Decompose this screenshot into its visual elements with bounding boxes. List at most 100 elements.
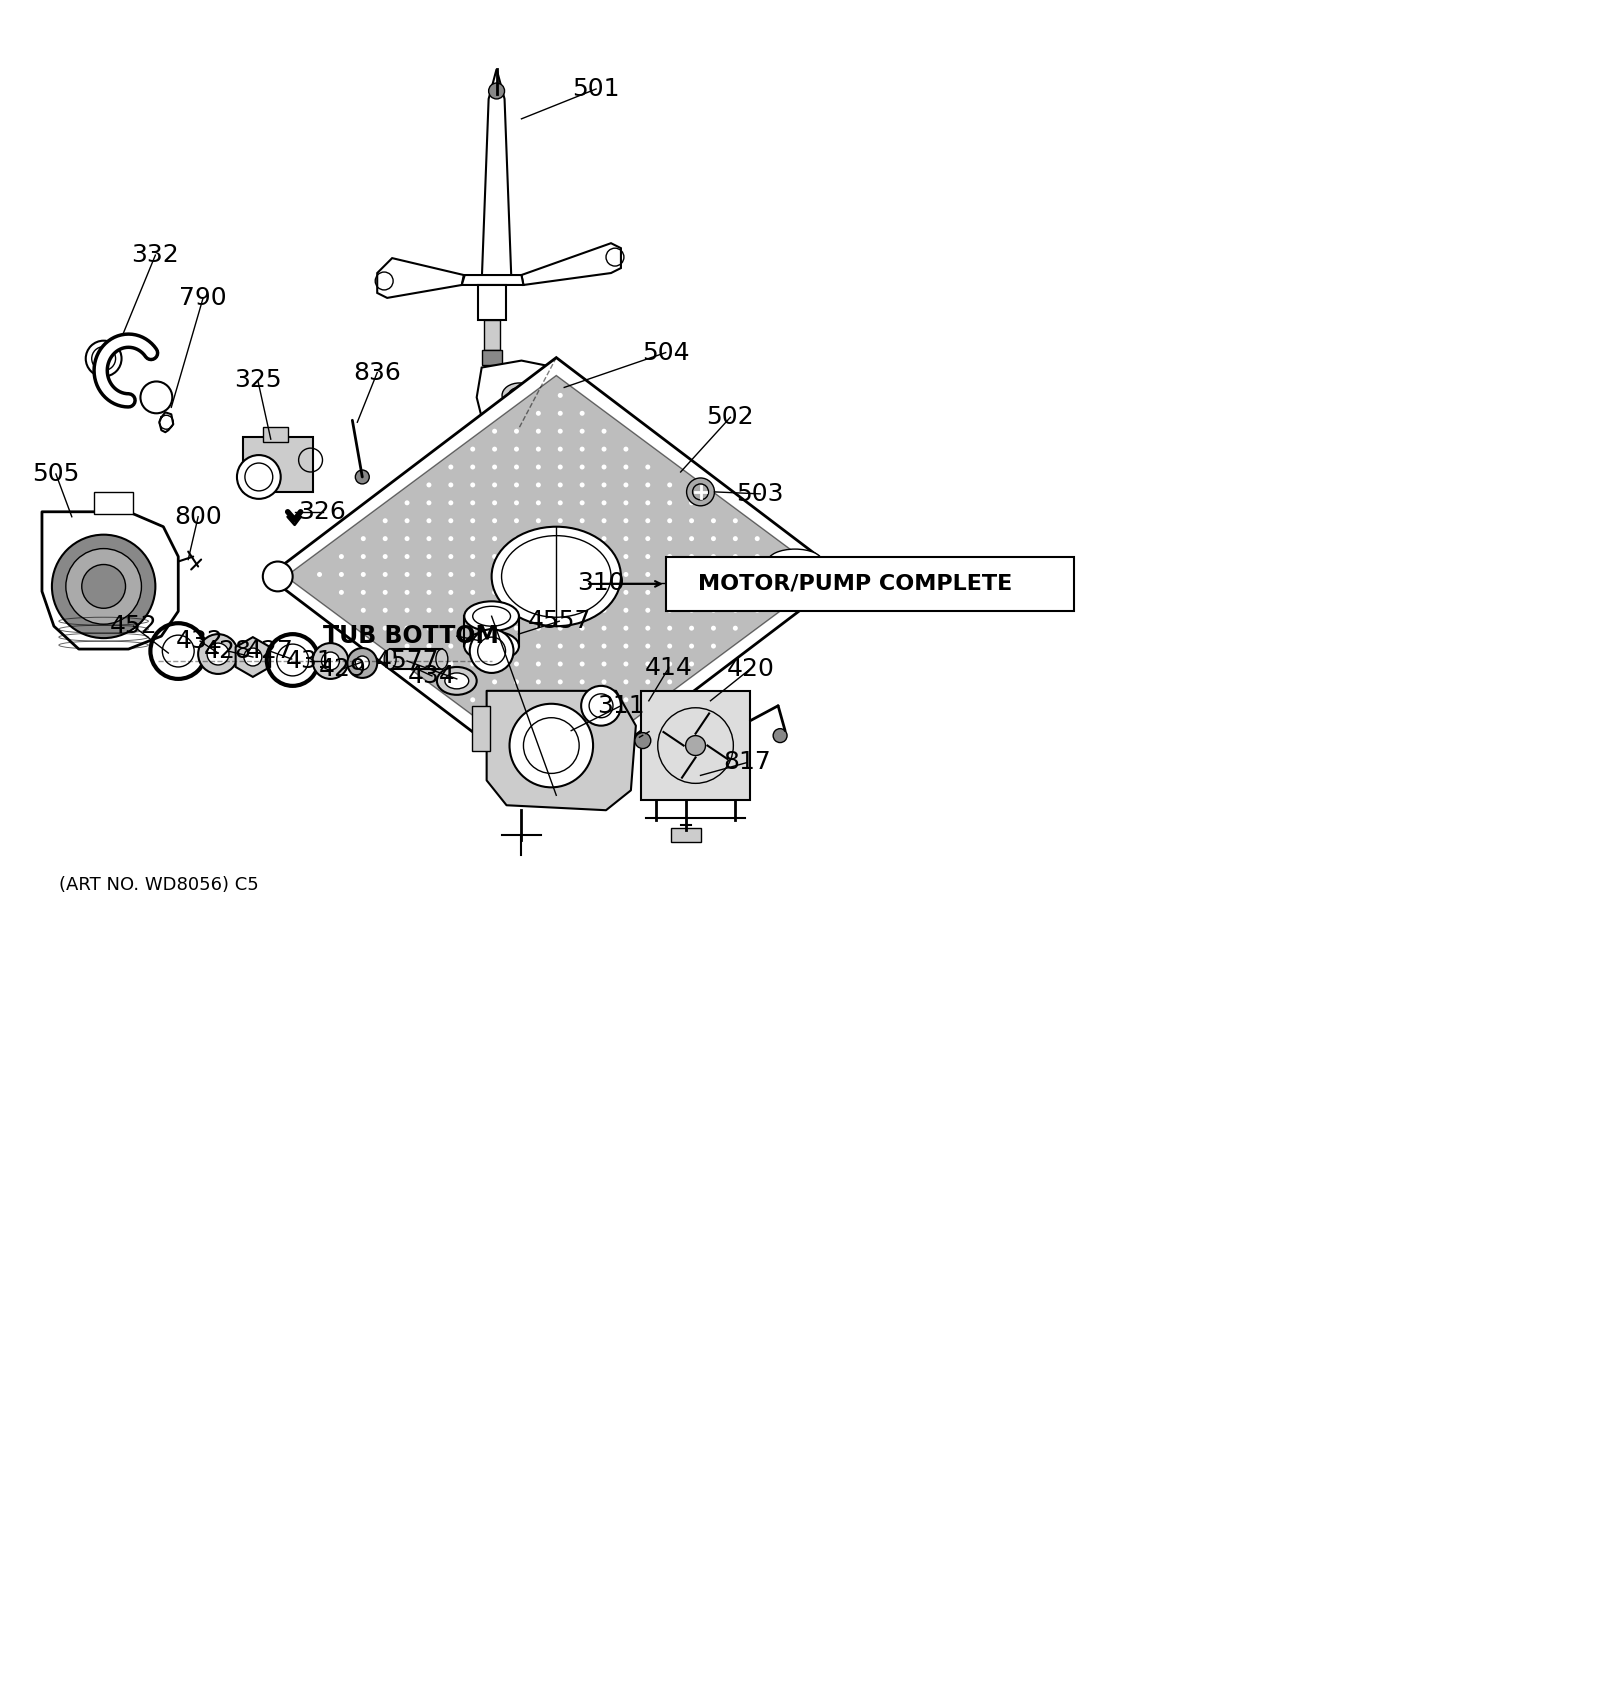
Circle shape (645, 626, 650, 631)
Circle shape (667, 483, 672, 488)
Circle shape (536, 447, 541, 452)
Text: 4557: 4557 (528, 609, 590, 633)
Circle shape (360, 571, 366, 576)
Circle shape (536, 518, 541, 523)
Circle shape (690, 518, 694, 523)
Circle shape (427, 662, 432, 667)
Circle shape (733, 535, 738, 540)
Circle shape (710, 518, 715, 523)
Circle shape (579, 697, 584, 702)
Circle shape (710, 535, 715, 540)
Polygon shape (235, 638, 270, 677)
Circle shape (360, 607, 366, 612)
Circle shape (579, 714, 584, 720)
Circle shape (558, 697, 563, 702)
Circle shape (645, 571, 650, 576)
Circle shape (558, 571, 563, 576)
Bar (482, 350, 501, 365)
Circle shape (579, 626, 584, 631)
Circle shape (755, 590, 760, 595)
Circle shape (355, 471, 370, 484)
Circle shape (493, 643, 498, 648)
Circle shape (602, 626, 606, 631)
Text: 311: 311 (597, 694, 645, 718)
Circle shape (579, 662, 584, 667)
Ellipse shape (435, 650, 448, 668)
Circle shape (536, 733, 541, 738)
Ellipse shape (445, 673, 469, 689)
Circle shape (579, 535, 584, 540)
Polygon shape (42, 512, 178, 650)
Circle shape (733, 571, 738, 576)
Polygon shape (267, 358, 845, 795)
Circle shape (536, 643, 541, 648)
Circle shape (427, 626, 432, 631)
Text: 502: 502 (707, 406, 754, 430)
Circle shape (514, 590, 518, 595)
Text: 505: 505 (32, 462, 80, 486)
Circle shape (405, 571, 410, 576)
Circle shape (536, 535, 541, 540)
Circle shape (602, 571, 606, 576)
Polygon shape (462, 275, 523, 285)
Circle shape (558, 714, 563, 720)
Circle shape (448, 500, 453, 505)
Circle shape (645, 554, 650, 559)
Circle shape (237, 455, 280, 500)
Ellipse shape (464, 631, 518, 662)
Circle shape (470, 571, 475, 576)
Circle shape (733, 554, 738, 559)
Circle shape (470, 590, 475, 595)
Circle shape (624, 643, 629, 648)
Bar (483, 321, 499, 350)
Circle shape (579, 500, 584, 505)
Circle shape (514, 464, 518, 469)
Circle shape (514, 447, 518, 452)
Circle shape (602, 483, 606, 488)
Circle shape (514, 571, 518, 576)
Circle shape (602, 535, 606, 540)
Circle shape (579, 518, 584, 523)
Circle shape (733, 626, 738, 631)
Circle shape (710, 571, 715, 576)
Circle shape (427, 518, 432, 523)
Circle shape (776, 590, 781, 595)
Circle shape (262, 561, 293, 592)
Text: 429: 429 (318, 656, 366, 680)
Circle shape (382, 626, 387, 631)
Circle shape (493, 518, 498, 523)
Circle shape (558, 428, 563, 433)
Bar (390, 650, 442, 668)
Circle shape (317, 571, 322, 576)
Circle shape (470, 483, 475, 488)
Circle shape (645, 679, 650, 684)
Circle shape (382, 607, 387, 612)
Circle shape (448, 483, 453, 488)
Circle shape (624, 500, 629, 505)
Circle shape (405, 535, 410, 540)
Text: 503: 503 (736, 483, 784, 506)
Circle shape (710, 554, 715, 559)
Circle shape (493, 590, 498, 595)
Circle shape (405, 626, 410, 631)
Circle shape (493, 679, 498, 684)
Circle shape (581, 685, 621, 726)
Circle shape (536, 679, 541, 684)
Circle shape (405, 500, 410, 505)
Circle shape (514, 518, 518, 523)
Circle shape (448, 590, 453, 595)
Circle shape (514, 662, 518, 667)
Circle shape (667, 590, 672, 595)
Circle shape (448, 662, 453, 667)
Circle shape (514, 714, 518, 720)
Circle shape (470, 447, 475, 452)
Circle shape (602, 500, 606, 505)
Circle shape (602, 447, 606, 452)
Circle shape (82, 564, 125, 609)
Circle shape (470, 535, 475, 540)
Circle shape (243, 648, 262, 667)
Circle shape (579, 428, 584, 433)
Circle shape (602, 714, 606, 720)
Circle shape (579, 679, 584, 684)
Circle shape (493, 626, 498, 631)
